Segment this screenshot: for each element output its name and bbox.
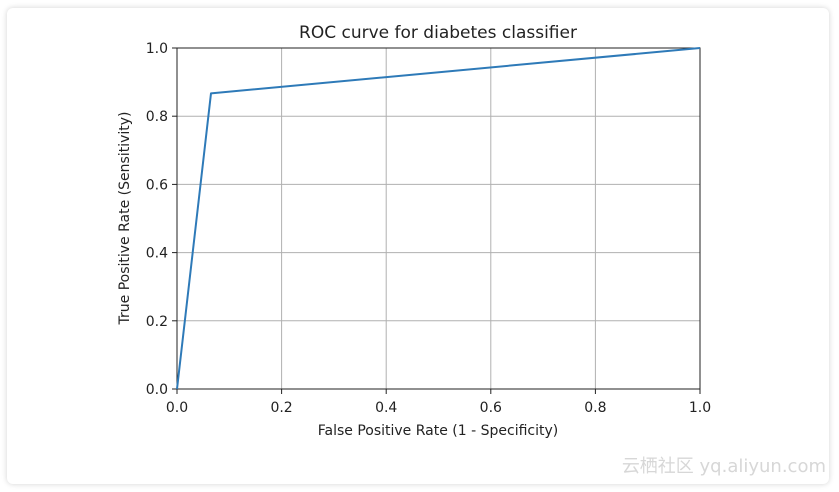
x-tick-label: 1.0 <box>689 400 711 416</box>
y-tick-label: 0.0 <box>146 382 168 398</box>
x-tick-label: 0.8 <box>584 400 606 416</box>
chart-title: ROC curve for diabetes classifier <box>299 23 577 43</box>
x-tick-label: 0.4 <box>375 400 397 416</box>
y-tick-label: 0.4 <box>146 246 168 262</box>
watermark: 云栖社区 yq.aliyun.com <box>622 456 826 477</box>
figure-frame <box>7 8 829 484</box>
x-tick-label: 0.2 <box>270 400 292 416</box>
y-axis-label: True Positive Rate (Sensitivity) <box>117 112 133 326</box>
x-tick-label: 0.0 <box>166 400 188 416</box>
x-axis-ticks: 0.0 0.2 0.4 0.6 0.8 1.0 <box>166 389 711 416</box>
y-axis-ticks: 0.0 0.2 0.4 0.6 0.8 1.0 <box>146 41 177 398</box>
y-tick-label: 1.0 <box>146 41 168 57</box>
grid-lines <box>176 47 701 390</box>
series-group <box>176 47 701 390</box>
roc-curve-line <box>176 47 701 390</box>
y-tick-label: 0.8 <box>146 109 168 125</box>
x-tick-label: 0.6 <box>480 400 502 416</box>
y-tick-label: 0.6 <box>146 177 168 193</box>
x-axis-label: False Positive Rate (1 - Specificity) <box>318 423 559 439</box>
plot-area <box>176 47 701 390</box>
y-tick-label: 0.2 <box>146 314 168 330</box>
